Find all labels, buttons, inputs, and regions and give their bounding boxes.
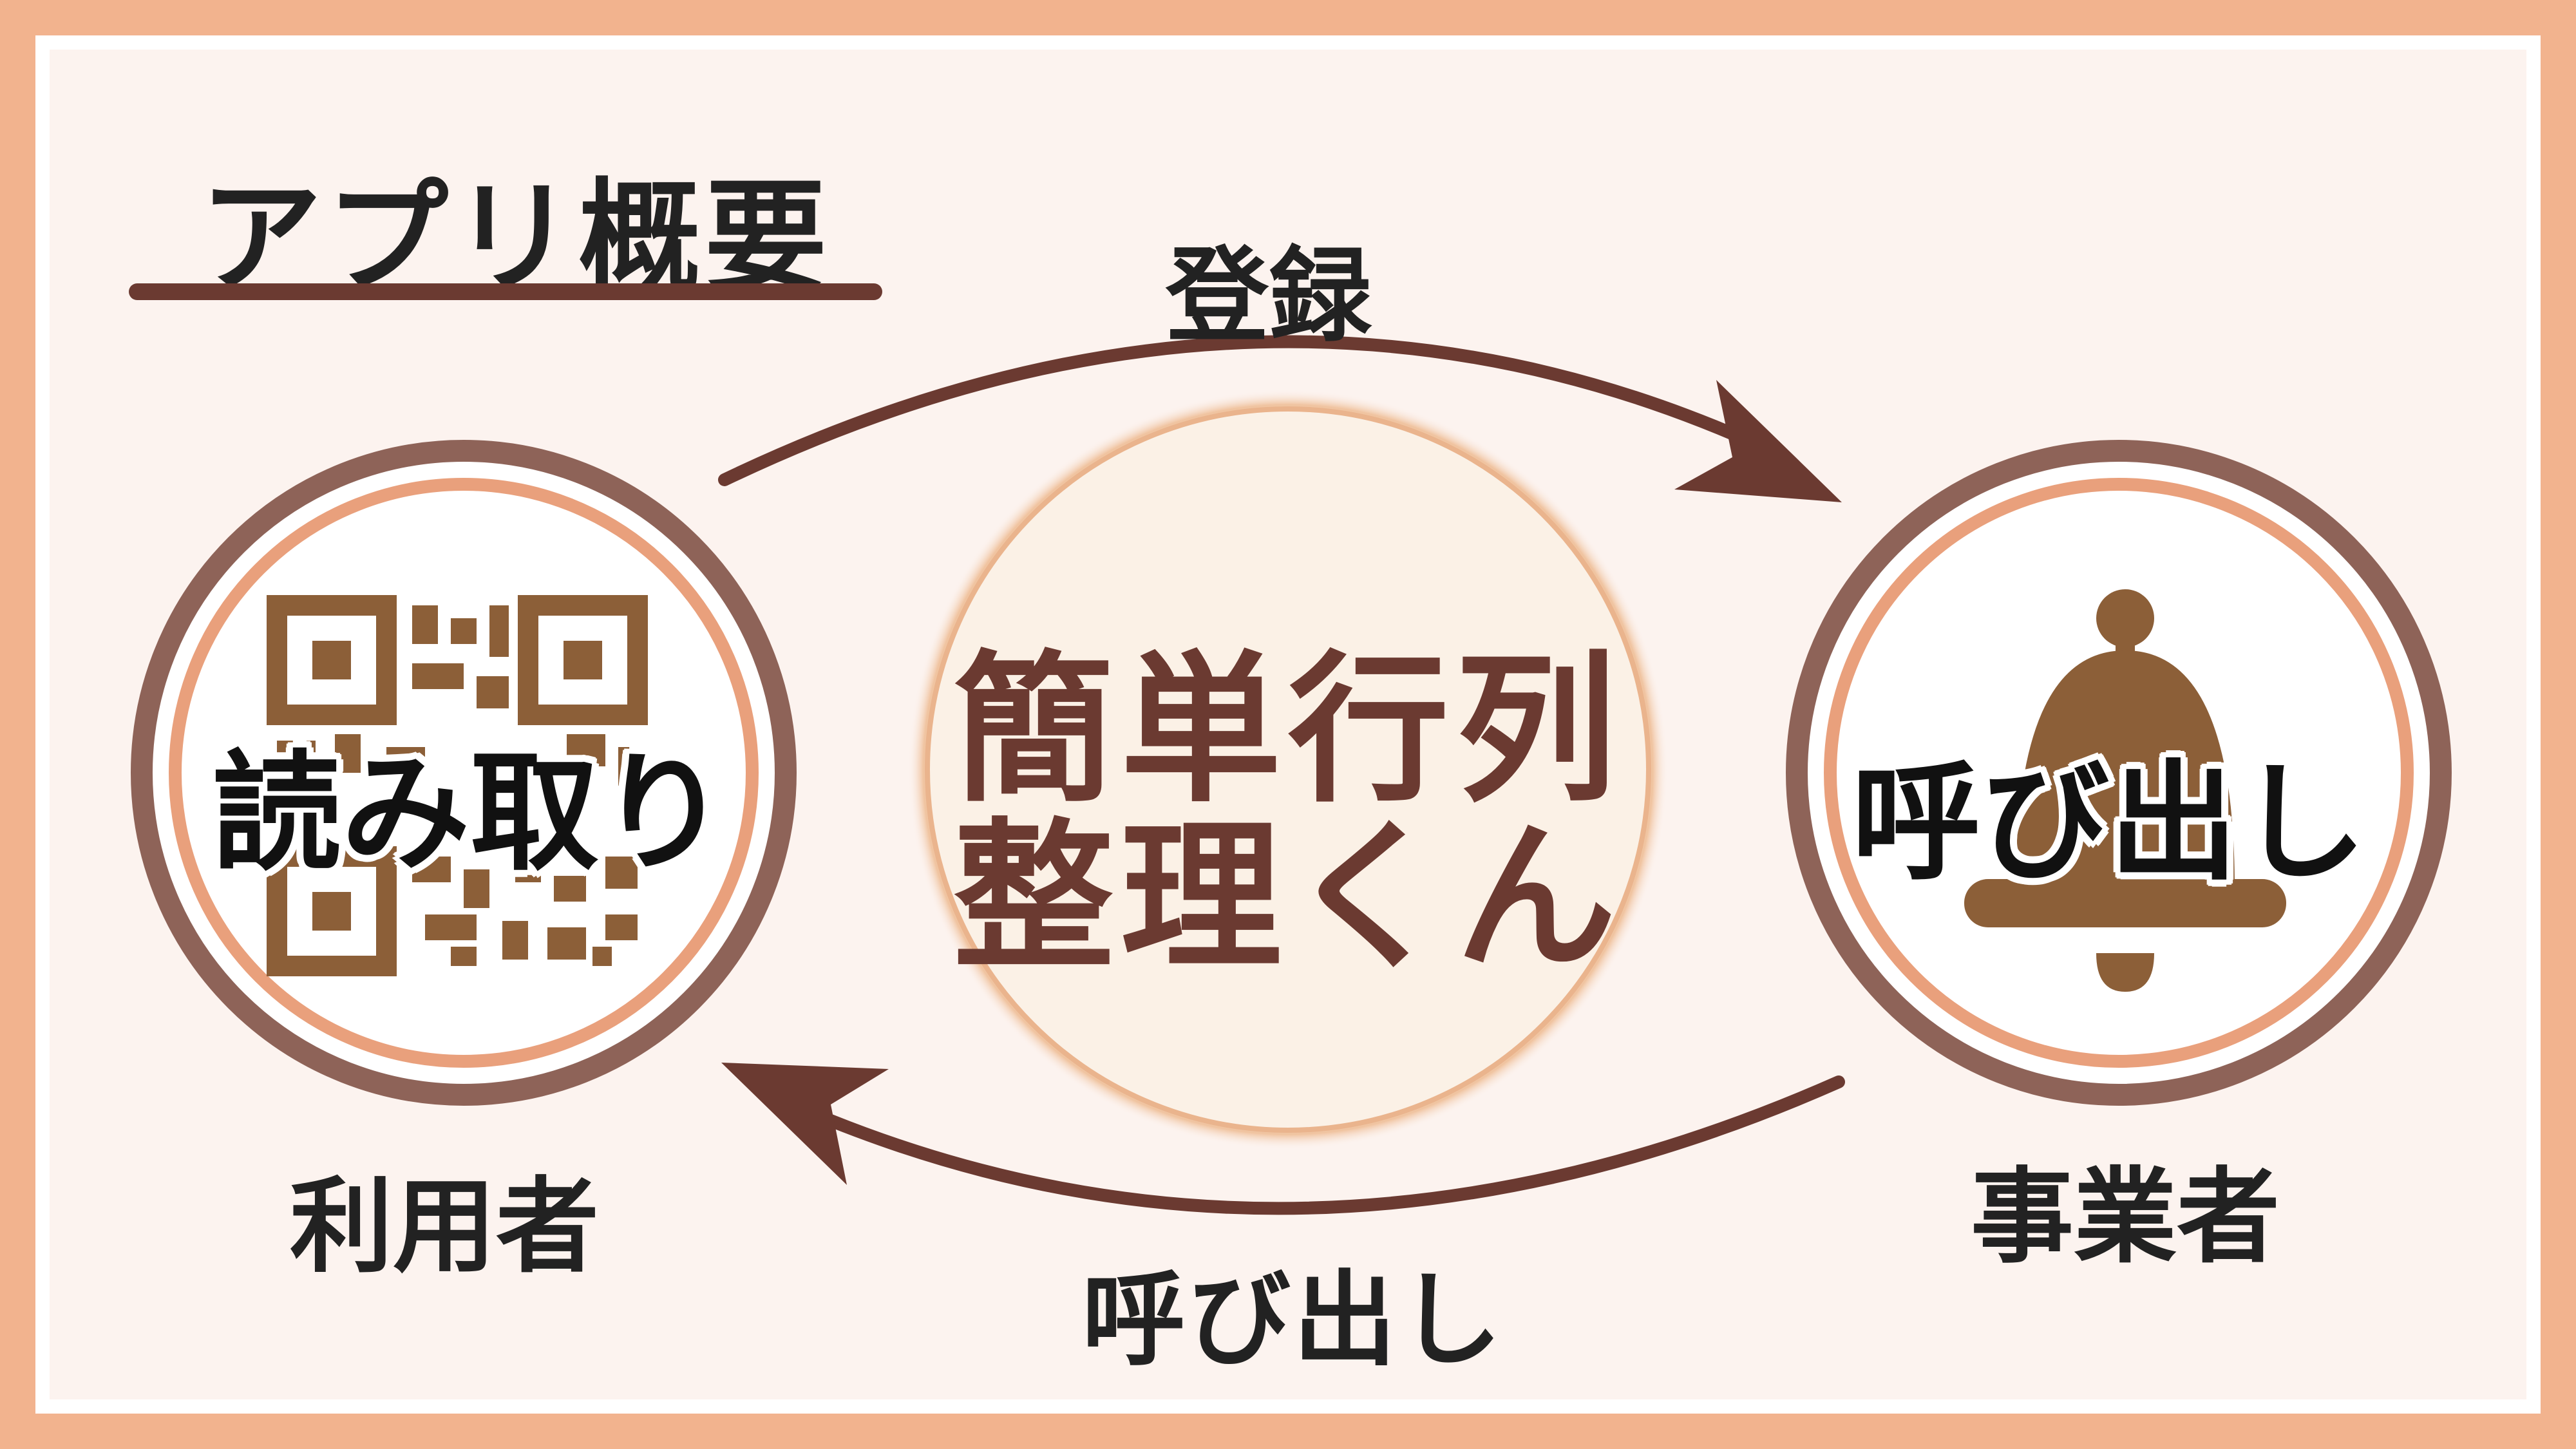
service-bell-icon xyxy=(1964,589,2286,992)
register-arrow-label: 登録 xyxy=(1166,236,1372,356)
center-circle xyxy=(908,390,1668,1150)
operator-caption: 事業者 xyxy=(1971,1157,2280,1277)
app-name-line-1: 簡単行列 xyxy=(953,636,1623,824)
app-name-line-2: 整理くん xyxy=(953,804,1623,991)
user-action-label: 読み取り xyxy=(212,739,728,889)
operator-action-label: 呼び出し xyxy=(1851,748,2367,898)
title-underline xyxy=(129,283,882,300)
call-arrow-label: 呼び出し xyxy=(1082,1260,1505,1380)
top-arrow xyxy=(718,335,1842,502)
bottom-arrow xyxy=(721,1063,1845,1215)
user-caption: 利用者 xyxy=(290,1166,600,1287)
qr-code-icon xyxy=(267,595,648,976)
